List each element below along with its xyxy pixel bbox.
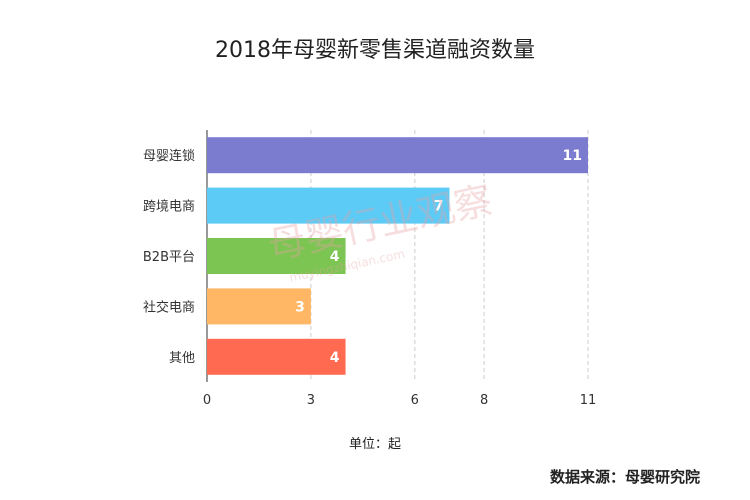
- data-label: 4: [330, 350, 340, 366]
- category-label: 其他: [169, 351, 195, 366]
- bar: [207, 338, 346, 375]
- bar: [207, 288, 311, 325]
- unit-label: 单位：起: [349, 437, 401, 452]
- x-tick-labels: 0 3 6 8 11: [203, 393, 596, 408]
- data-label: 4: [330, 249, 340, 265]
- bars: [207, 137, 588, 375]
- category-label: B2B平台: [143, 250, 195, 265]
- x-tick-label: 0: [203, 393, 211, 408]
- bar: [207, 238, 346, 274]
- value-labels: 11 7 4 3 4: [295, 148, 582, 366]
- x-tick-label: 11: [580, 393, 597, 408]
- data-label: 7: [434, 199, 444, 215]
- x-tick-label: 3: [307, 393, 315, 408]
- data-label: 3: [295, 299, 305, 315]
- category-label: 母婴连锁: [143, 148, 195, 164]
- x-tick-label: 6: [411, 393, 419, 408]
- chart-title: 2018年母婴新零售渠道融资数量: [215, 38, 535, 63]
- category-label: 跨境电商: [143, 200, 195, 215]
- category-label: 社交电商: [143, 299, 195, 315]
- data-label: 11: [563, 148, 582, 164]
- bar: [207, 137, 588, 174]
- x-tick-label: 8: [480, 393, 488, 408]
- bar: [207, 187, 450, 224]
- source-label: 数据来源：母婴研究院: [550, 468, 700, 486]
